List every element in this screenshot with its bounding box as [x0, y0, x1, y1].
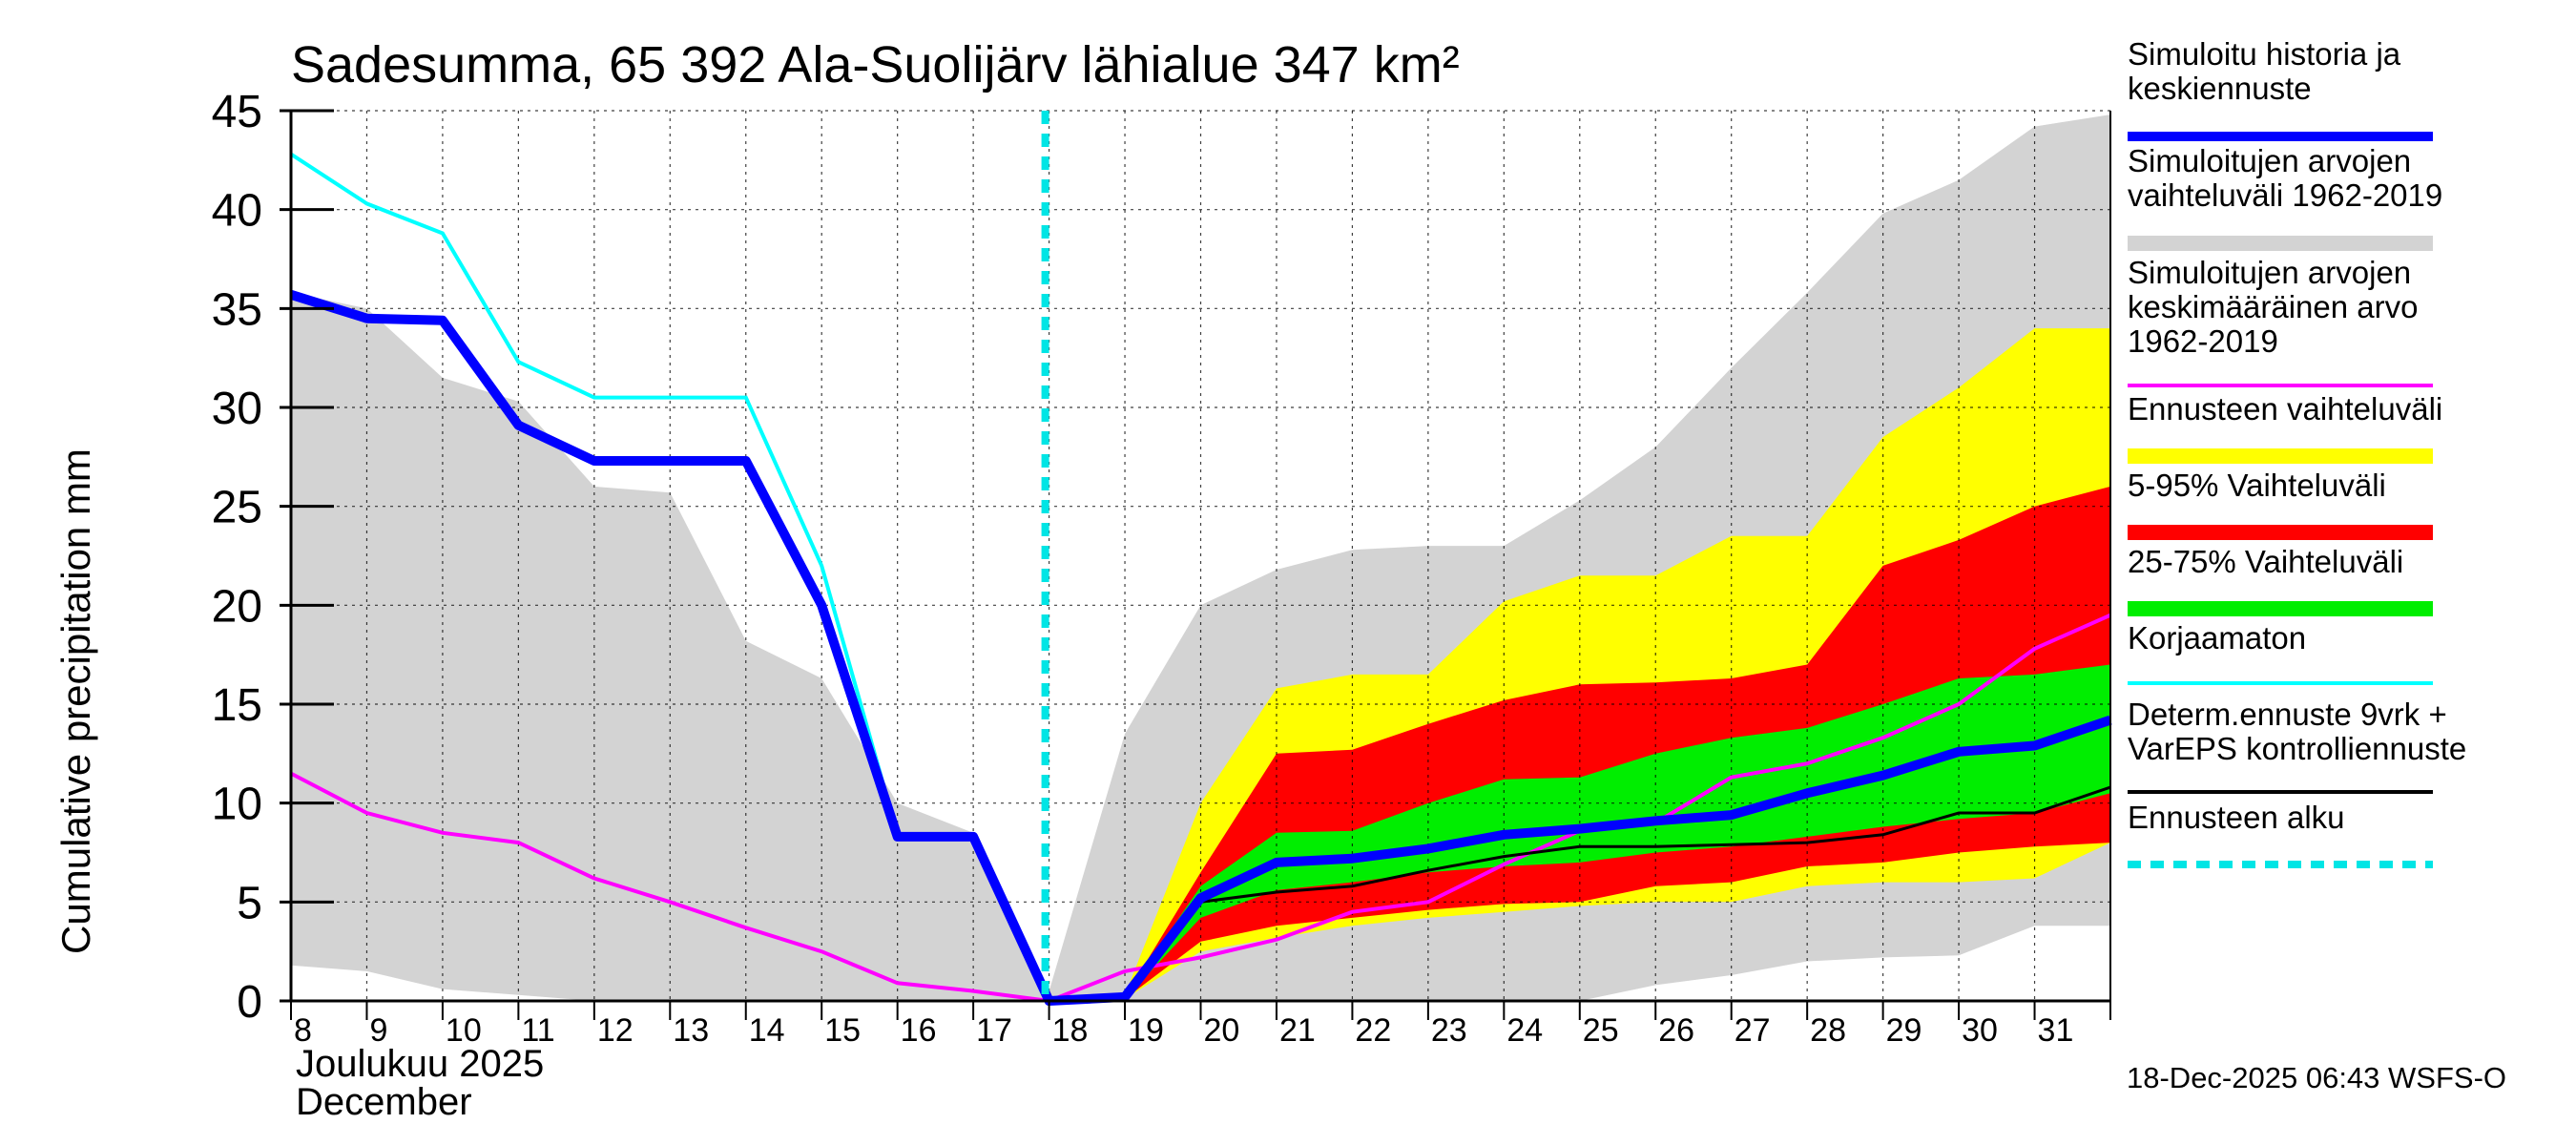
y-tick-label: 25 [212, 483, 262, 533]
legend-swatch [2128, 601, 2433, 616]
x-tick-label: 28 [1810, 1012, 1846, 1049]
x-tick-label: 21 [1279, 1012, 1316, 1049]
legend-item-ens_25_75: 25-75% Vaihteluväli [2128, 544, 2433, 616]
y-axis-label: Cumulative precipitation mm [53, 448, 98, 954]
x-tick-label: 10 [446, 1012, 482, 1049]
deterministic-forecast-line [1049, 785, 2111, 1003]
x-axis-month-en: December [296, 1081, 472, 1123]
legend-item-uncorrected: Korjaamaton [2128, 620, 2433, 685]
y-tick-label: 30 [212, 384, 262, 434]
legend-item-ens_5_95: 5-95% Vaihteluväli [2128, 468, 2433, 540]
legend-label: Determ.ennuste 9vrk + [2128, 697, 2447, 732]
x-tick-label: 12 [597, 1012, 634, 1049]
x-tick-label: 15 [824, 1012, 861, 1049]
x-tick-label: 11 [521, 1012, 554, 1049]
x-tick-label: 30 [1962, 1012, 1998, 1049]
x-tick-label: 23 [1431, 1012, 1467, 1049]
plot-area [289, 110, 2112, 1006]
y-tick-label: 15 [212, 680, 262, 731]
legend-label: Ennusteen alku [2128, 800, 2345, 835]
x-tick-label: 22 [1355, 1012, 1391, 1049]
y-tick-label: 40 [212, 186, 262, 237]
legend-swatch [2128, 448, 2433, 464]
legend-swatch [2128, 525, 2433, 540]
x-tick-label: 19 [1128, 1012, 1164, 1049]
x-tick-label: 13 [673, 1012, 709, 1049]
legend-label: Simuloitujen arvojen [2128, 255, 2411, 290]
x-tick-label: 20 [1204, 1012, 1240, 1049]
x-tick-label: 27 [1735, 1012, 1771, 1049]
x-tick-label: 18 [1052, 1012, 1089, 1049]
axes: 0 5 10 15 20 25 30 35 40 45 8 9 10 11 12 13 14 15 16 17 18 19… [212, 87, 2111, 1049]
simulated-line [289, 290, 2112, 1006]
legend-label: Ennusteen vaihteluväli [2128, 391, 2442, 427]
mean-line [290, 613, 2111, 1004]
legend-label: VarEPS kontrolliennuste [2128, 731, 2466, 766]
y-tick-label: 5 [237, 878, 262, 928]
x-tick-label: 25 [1583, 1012, 1619, 1049]
y-tick-label: 35 [212, 284, 262, 335]
legend-label: keskiennuste [2128, 71, 2312, 106]
x-tick-label: 8 [294, 1012, 312, 1049]
legend: Simuloitu historia jakeskiennusteSimuloi… [2128, 36, 2466, 868]
legend-label: Simuloitu historia ja [2128, 36, 2401, 72]
x-tick-label: 31 [2038, 1012, 2074, 1049]
legend-item-forecast_start: Ennusteen alku [2128, 800, 2433, 868]
legend-label: vaihteluväli 1962-2019 [2128, 177, 2442, 213]
x-tick-label: 9 [369, 1012, 387, 1049]
x-tick-label: 26 [1658, 1012, 1694, 1049]
y-tick-label: 45 [212, 87, 262, 137]
legend-label: 1962-2019 [2128, 323, 2278, 359]
x-tick-label: 16 [901, 1012, 937, 1049]
y-tick-label: 10 [212, 780, 262, 830]
legend-item-ens_full: Ennusteen vaihteluväli [2128, 391, 2442, 464]
y-tick-label: 20 [212, 581, 262, 632]
x-tick-label: 24 [1506, 1012, 1543, 1049]
legend-label: Simuloitujen arvojen [2128, 143, 2411, 178]
legend-label: 25-75% Vaihteluväli [2128, 544, 2403, 579]
legend-label: 5-95% Vaihteluväli [2128, 468, 2386, 503]
x-axis-month-fi: Joulukuu 2025 [296, 1043, 544, 1085]
chart-title: Sadesumma, 65 392 Ala-Suolijärv lähialue… [291, 36, 1460, 94]
legend-swatch [2128, 236, 2433, 251]
legend-item-determ: Determ.ennuste 9vrk +VarEPS kontrollienn… [2128, 697, 2466, 794]
x-tick-label: 14 [749, 1012, 785, 1049]
legend-label: Korjaamaton [2128, 620, 2306, 656]
legend-label: keskimääräinen arvo [2128, 289, 2418, 324]
x-tick-label: 29 [1886, 1012, 1922, 1049]
timestamp: 18-Dec-2025 06:43 WSFS-O [2127, 1061, 2506, 1094]
y-tick-label: 0 [237, 977, 262, 1028]
x-tick-label: 17 [976, 1012, 1012, 1049]
